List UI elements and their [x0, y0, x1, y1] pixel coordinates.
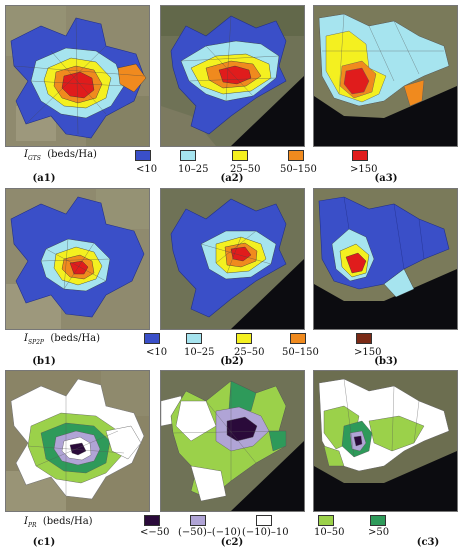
- map-c2: [160, 370, 305, 512]
- panel-caption-c1: (c1): [32, 537, 56, 548]
- map-a3: [313, 5, 458, 147]
- panel-caption-b2: (b2): [220, 356, 244, 367]
- legend-label-c-1: (−50)–(−10): [178, 527, 241, 538]
- map-a1: [5, 5, 150, 147]
- legend-swatch-b-0: [144, 333, 160, 344]
- legend-label-a-0: <10: [136, 164, 158, 175]
- legend-swatch-a-3: [288, 150, 304, 161]
- legend-swatch-c-0: [144, 515, 160, 526]
- legend-swatch-a-4: [352, 150, 368, 161]
- map-a2: [160, 5, 305, 147]
- legend-swatch-b-3: [290, 333, 306, 344]
- panel-caption-b3: (b3): [374, 356, 398, 367]
- legend-label-c-0: <−50: [140, 527, 170, 538]
- variable-label-c: IPR (beds/Ha): [24, 516, 93, 529]
- map-b1: [5, 188, 150, 330]
- variable-symbol: I: [24, 333, 28, 344]
- legend-label-b-3: 50–150: [282, 347, 319, 358]
- legend-label-a-1: 10–25: [178, 164, 209, 175]
- variable-label-b: ISP2P (beds/Ha): [24, 333, 100, 346]
- legend-label-c-2: (−10)–10: [242, 527, 289, 538]
- map-c1: [5, 370, 150, 512]
- panel-caption-a1: (a1): [32, 173, 56, 184]
- legend-swatch-c-2: [256, 515, 272, 526]
- variable-unit: (beds/Ha): [42, 516, 93, 527]
- legend-swatch-a-0: [135, 150, 151, 161]
- legend-swatch-c-4: [370, 515, 386, 526]
- legend-label-a-3: 50–150: [280, 164, 317, 175]
- map-c3: [313, 370, 458, 512]
- legend-label-b-4: >150: [354, 347, 382, 358]
- variable-unit: (beds/Ha): [47, 149, 97, 160]
- legend-swatch-c-3: [318, 515, 334, 526]
- variable-subscript: SP2P: [27, 339, 44, 346]
- legend-label-a-4: >150: [350, 164, 378, 175]
- legend-label-b-1: 10–25: [184, 347, 215, 358]
- panel-caption-b1: (b1): [32, 356, 56, 367]
- legend-swatch-b-1: [186, 333, 202, 344]
- panel-caption-a2: (a2): [220, 173, 244, 184]
- variable-unit: (beds/Ha): [50, 333, 101, 344]
- legend-swatch-b-4: [356, 333, 372, 344]
- legend-swatch-a-2: [232, 150, 248, 161]
- legend-label-a-2: 25–50: [230, 164, 261, 175]
- legend-label-b-2: 25–50: [234, 347, 265, 358]
- legend-swatch-c-1: [190, 515, 206, 526]
- panel-caption-c3: (c3): [416, 537, 440, 548]
- map-b3: [313, 188, 458, 330]
- legend-swatch-b-2: [236, 333, 252, 344]
- panel-caption-c2: (c2): [220, 537, 244, 548]
- variable-label-a: IGTS (beds/Ha): [24, 149, 97, 162]
- variable-symbol: I: [24, 149, 28, 160]
- legend-label-c-3: 10–50: [314, 527, 345, 538]
- variable-subscript: PR: [27, 522, 37, 529]
- panel-caption-a3: (a3): [374, 173, 398, 184]
- legend-label-c-4: >50: [368, 527, 390, 538]
- legend-label-b-0: <10: [146, 347, 168, 358]
- variable-symbol: I: [24, 516, 28, 527]
- map-b2: [160, 188, 305, 330]
- variable-subscript: GTS: [27, 155, 41, 162]
- legend-swatch-a-1: [180, 150, 196, 161]
